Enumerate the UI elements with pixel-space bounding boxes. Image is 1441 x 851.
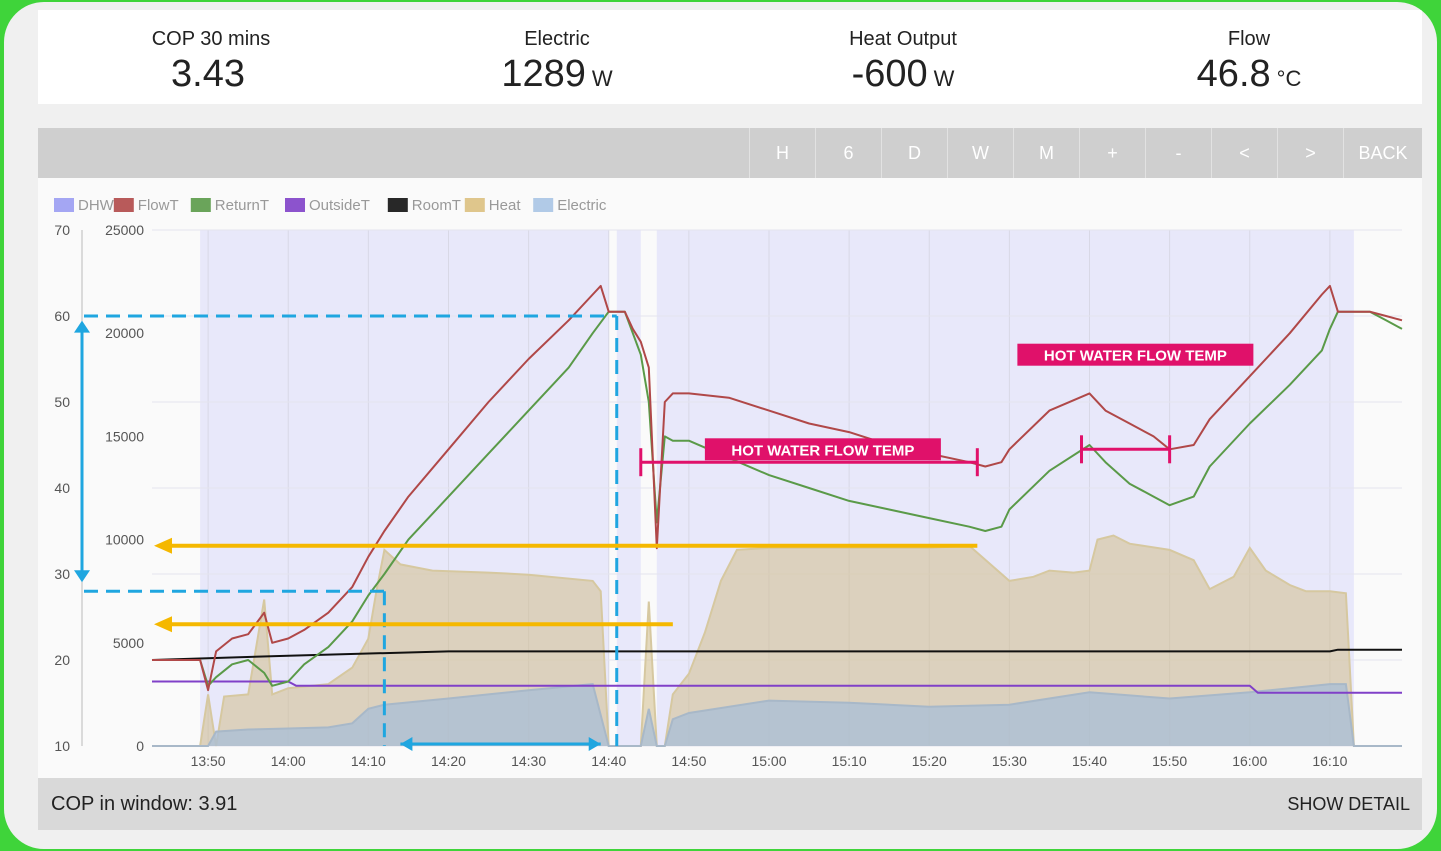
x-tick-label: 15:30 xyxy=(992,753,1027,769)
x-tick-label: 14:10 xyxy=(351,753,386,769)
annotation-label: HOT WATER FLOW TEMP xyxy=(731,442,914,459)
stats-panel: COP 30 mins 3.43 Electric 1289 W Heat Out… xyxy=(38,10,1422,104)
stat-label: Electric xyxy=(524,28,590,50)
pan-left-button[interactable]: < xyxy=(1211,128,1277,178)
x-tick-label: 15:20 xyxy=(912,753,947,769)
stat-unit: W xyxy=(933,66,955,91)
legend-swatch-returnt xyxy=(190,198,211,212)
x-tick-label: 16:10 xyxy=(1312,753,1347,769)
legend-label-heat: Heat xyxy=(489,197,522,214)
stat-heat-output: Heat Output -600 W xyxy=(730,10,1076,104)
legend-swatch-outsidet xyxy=(285,198,305,212)
zoom-in-button[interactable]: + xyxy=(1079,128,1145,178)
y-right-tick-label: 5000 xyxy=(113,635,144,651)
series-electric-area xyxy=(152,684,1402,746)
footer-bar: COP in window: 3.91 SHOW DETAIL xyxy=(38,778,1422,830)
stat-label: Heat Output xyxy=(849,28,957,50)
x-tick-label: 15:10 xyxy=(832,753,867,769)
range-week-button[interactable]: W xyxy=(947,128,1013,178)
series-returnt-line xyxy=(152,310,1403,687)
stat-value: 1289 xyxy=(501,53,586,95)
heatpump-chart: 10 20 30 40 50 60 70 0 5000 10000 15000 20000 25000 1… xyxy=(54,197,1403,769)
x-tick-label: 13:50 xyxy=(191,753,226,769)
stat-value: -600 xyxy=(851,53,928,95)
y-left-tick-label: 70 xyxy=(54,222,70,238)
range-day-button[interactable]: D xyxy=(881,128,947,178)
y-left-tick-label: 20 xyxy=(54,652,70,668)
x-tick-label: 14:20 xyxy=(431,753,466,769)
legend-label-outsidet: OutsideT xyxy=(309,197,370,214)
stat-unit: W xyxy=(591,66,613,91)
range-month-button[interactable]: M xyxy=(1013,128,1079,178)
series-heat-line xyxy=(152,534,1402,747)
range-6h-button[interactable]: 6 xyxy=(815,128,881,178)
annotation-box xyxy=(704,438,941,461)
chart-area: 10 20 30 40 50 60 70 0 5000 10000 15000 20000 25000 1… xyxy=(38,178,1422,778)
app-frame: COP 30 mins 3.43 Electric 1289 W Heat Out… xyxy=(4,2,1437,849)
range-hour-button[interactable]: H xyxy=(749,128,815,178)
series-outsidet-line xyxy=(152,680,1402,694)
pan-right-button[interactable]: > xyxy=(1277,128,1343,178)
stat-value: 3.43 xyxy=(171,53,245,95)
y-left-tick-label: 40 xyxy=(54,480,70,496)
x-tick-label: 14:30 xyxy=(511,753,546,769)
stat-flow: Flow 46.8 °C xyxy=(1076,10,1422,104)
guide-arrowhead xyxy=(400,737,413,751)
y-right-tick-label: 10000 xyxy=(105,532,144,548)
cop-in-window: COP in window: 3.91 xyxy=(51,792,238,815)
series-roomt-line xyxy=(151,648,1402,661)
series-electric-line xyxy=(152,683,1402,747)
orange-arrowhead xyxy=(154,616,172,633)
stat-value: 46.8 xyxy=(1196,53,1271,95)
guide-arrowhead xyxy=(74,320,90,333)
x-tick-label: 15:40 xyxy=(1072,753,1107,769)
legend-swatch-heat xyxy=(464,198,485,212)
legend-label-returnt: ReturnT xyxy=(215,197,269,214)
orange-arrowhead xyxy=(154,537,172,554)
stat-unit: °C xyxy=(1276,66,1302,91)
y-right-tick-label: 0 xyxy=(136,738,144,754)
y-right-tick-label: 25000 xyxy=(105,222,144,238)
stat-cop: COP 30 mins 3.43 xyxy=(38,10,384,104)
y-right-tick-label: 15000 xyxy=(105,428,144,444)
zoom-out-button[interactable]: - xyxy=(1145,128,1211,178)
annotation-label: HOT WATER FLOW TEMP xyxy=(1044,348,1227,365)
x-tick-label: 14:00 xyxy=(271,753,306,769)
x-tick-label: 14:50 xyxy=(671,753,706,769)
x-tick-label: 14:40 xyxy=(591,753,626,769)
y-left-tick-label: 30 xyxy=(54,566,70,582)
legend-label-roomt: RoomT xyxy=(412,197,461,214)
x-tick-label: 15:00 xyxy=(751,753,786,769)
legend-swatch-roomt xyxy=(387,198,408,212)
stat-electric: Electric 1289 W xyxy=(384,10,730,104)
legend-swatch-flowt xyxy=(113,198,134,212)
legend-label-electric: Electric xyxy=(557,197,607,214)
guide-arrowhead xyxy=(74,570,90,583)
x-tick-label: 15:50 xyxy=(1152,753,1187,769)
legend-label-flowt: FlowT xyxy=(138,197,179,214)
back-button[interactable]: BACK xyxy=(1343,128,1422,178)
stat-label: COP 30 mins xyxy=(151,28,271,50)
legend-swatch-dhw xyxy=(54,198,74,212)
legend-swatch-electric xyxy=(533,198,554,212)
y-left-tick-label: 50 xyxy=(54,394,70,410)
series-flowt-line xyxy=(152,284,1403,692)
stat-label: Flow xyxy=(1227,28,1271,50)
x-tick-label: 16:00 xyxy=(1232,753,1267,769)
annotation-box xyxy=(1017,343,1254,366)
legend-label-dhw: DHW xyxy=(78,197,115,214)
y-left-tick-label: 60 xyxy=(54,308,70,324)
time-toolbar: H 6 D W M + - < > BACK xyxy=(38,128,1422,178)
y-left-tick-label: 10 xyxy=(54,738,70,754)
y-right-tick-label: 20000 xyxy=(105,325,144,341)
guide-arrowhead xyxy=(588,737,601,751)
show-detail-button[interactable]: SHOW DETAIL xyxy=(1287,793,1410,814)
